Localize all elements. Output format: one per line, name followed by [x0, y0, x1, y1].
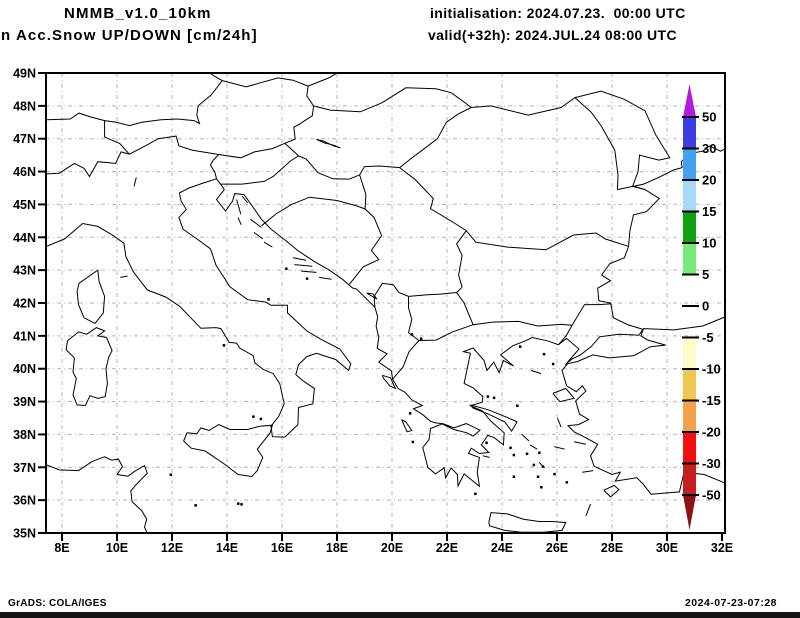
- lon-label: 28E: [601, 541, 623, 555]
- colorbar-arrow-top: [683, 84, 696, 117]
- lon-label: 32E: [711, 541, 733, 555]
- lat-label: 37N: [13, 461, 36, 475]
- colorbar-tick-label: 50: [702, 110, 716, 125]
- model-title: NMMB_v1.0_10km: [64, 5, 212, 22]
- colorbar-tick-label: -30: [702, 456, 721, 471]
- lat-label: 36N: [13, 494, 36, 508]
- creation-timestamp: 2024-07-23-07:28: [684, 597, 777, 609]
- lat-label: 35N: [13, 527, 36, 541]
- lat-label: 39N: [13, 395, 36, 409]
- colorbar-tick-label: -10: [702, 362, 721, 377]
- lon-label: 24E: [491, 541, 513, 555]
- lat-label: 42N: [13, 297, 36, 311]
- lat-label: 45N: [13, 198, 36, 212]
- lon-label: 18E: [326, 541, 348, 555]
- lat-label: 43N: [13, 264, 36, 278]
- lat-label: 38N: [13, 428, 36, 442]
- colorbar-tick-label: -50: [702, 488, 721, 503]
- colorbar-arrow-bottom: [683, 495, 696, 530]
- lat-label: 46N: [13, 165, 36, 179]
- colorbar-tick-label: 10: [702, 236, 716, 251]
- colorbar-tick-label: 15: [702, 204, 716, 219]
- coastlines-and-borders: [46, 73, 725, 533]
- colorbar-tick-label: -15: [702, 393, 721, 408]
- lon-label: 8E: [54, 541, 69, 555]
- axes: 49N 48N 47N 46N 45N 44N 43N 42N 41N 40N 39N 38N 37N 3…: [13, 67, 733, 556]
- colorbar-tick-label: 0: [702, 299, 709, 314]
- lon-label: 14E: [216, 541, 238, 555]
- lat-label: 47N: [13, 132, 36, 146]
- lon-label: 12E: [161, 541, 183, 555]
- valid-time-line: valid(+32h): 2024.JUL.24 08:00 UTC: [428, 27, 677, 43]
- lon-label: 26E: [546, 541, 568, 555]
- lon-label: 22E: [436, 541, 458, 555]
- lon-label: 20E: [381, 541, 403, 555]
- colorbar-tick-label: -5: [702, 330, 714, 345]
- lat-label: 44N: [13, 231, 36, 245]
- colorbar-tick-label: 20: [702, 173, 716, 188]
- colorbar-tick-label: -20: [702, 425, 721, 440]
- initialisation-line: initialisation: 2024.07.23. 00:00 UTC: [430, 5, 686, 21]
- grads-credit: GrADS: COLA/IGES: [8, 598, 107, 609]
- lon-label: 10E: [106, 541, 128, 555]
- product-title: n Acc.Snow UP/DOWN [cm/24h]: [1, 27, 258, 44]
- graticule: [46, 73, 725, 533]
- lon-label: 16E: [271, 541, 293, 555]
- lat-label: 40N: [13, 362, 36, 376]
- lon-label: 30E: [656, 541, 678, 555]
- lat-label: 49N: [13, 67, 36, 81]
- bottom-edge-bar: [0, 612, 800, 618]
- lat-label: 48N: [13, 99, 36, 113]
- colorbar-tick-label: 30: [702, 141, 716, 156]
- colorbar-tick-label: 5: [702, 267, 709, 282]
- lat-label: 41N: [13, 329, 36, 343]
